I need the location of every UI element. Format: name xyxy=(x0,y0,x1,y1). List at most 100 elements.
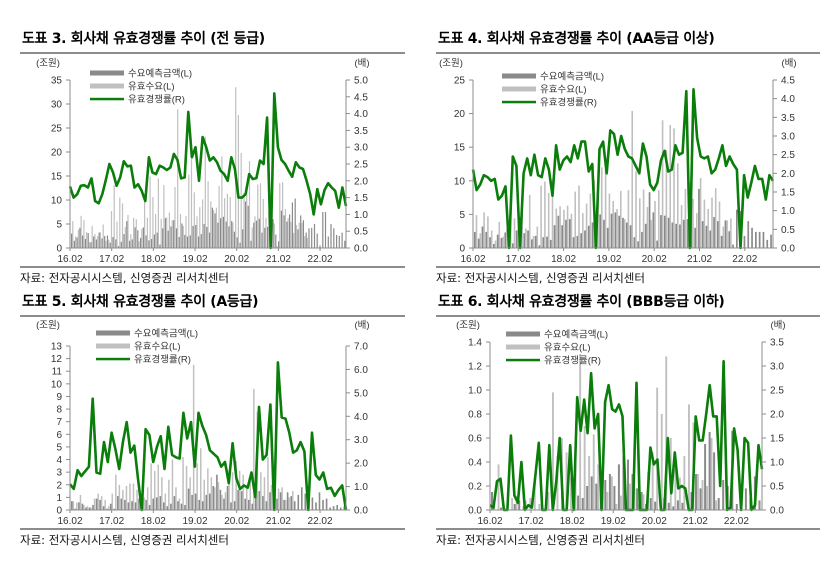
bar xyxy=(71,501,73,510)
legend-effective-label: 유효수요(L) xyxy=(544,343,591,354)
source-note: 자료: 전자공시시스템, 신영증권 리서치센터 xyxy=(20,271,229,285)
bar xyxy=(744,488,747,510)
bar xyxy=(293,233,295,248)
bar xyxy=(286,221,288,248)
right-tick-label: 3.0 xyxy=(354,435,368,446)
bar xyxy=(722,480,725,510)
bar xyxy=(518,500,521,510)
x-tick-label: 21.02 xyxy=(687,254,712,265)
bar xyxy=(86,232,88,248)
bar xyxy=(743,235,746,248)
bar xyxy=(180,503,183,510)
bar xyxy=(720,235,723,248)
bar xyxy=(766,239,769,248)
bar xyxy=(191,494,193,510)
left-tick-label: 10 xyxy=(454,176,466,187)
bar xyxy=(178,237,180,248)
bar xyxy=(164,493,167,510)
right-tick-label: 5.0 xyxy=(354,76,368,87)
right-tick-label: 4.0 xyxy=(354,109,368,120)
bar xyxy=(585,203,588,248)
bar xyxy=(631,110,633,249)
legend: 수요예측금액(L) 유효수요(L)유효경쟁률(R) xyxy=(502,71,604,109)
title-rule xyxy=(20,315,405,317)
bar xyxy=(247,499,250,510)
bar xyxy=(617,464,620,510)
bar xyxy=(95,239,97,248)
bar xyxy=(306,237,308,248)
bar xyxy=(92,505,94,510)
bar xyxy=(710,438,713,510)
bar xyxy=(301,487,303,510)
bar xyxy=(583,426,586,510)
left-unit-label: (조원) xyxy=(456,320,480,331)
legend: 수요예측금액(L) 유효수요(L)유효경쟁률(R) xyxy=(96,328,198,366)
bar xyxy=(681,502,684,510)
bar xyxy=(673,128,675,248)
bar xyxy=(675,223,677,248)
bar xyxy=(525,228,527,248)
bar xyxy=(112,237,114,248)
bar xyxy=(217,482,220,510)
bar xyxy=(324,212,327,248)
legend-ratio-swatch xyxy=(90,97,124,101)
bar xyxy=(214,487,216,510)
bar xyxy=(708,432,711,510)
bar xyxy=(341,232,343,248)
bar xyxy=(533,477,536,510)
bar xyxy=(275,234,277,248)
x-tick-label: 22.02 xyxy=(724,516,749,527)
bar xyxy=(175,487,177,510)
legend: 수요예측금액(L) 유효수요(L)유효경쟁률(R) xyxy=(90,68,192,106)
bar xyxy=(265,217,267,248)
bar xyxy=(590,476,593,510)
bar xyxy=(648,192,651,248)
bar xyxy=(333,228,335,248)
bar xyxy=(157,178,159,248)
bar xyxy=(156,232,158,248)
bar xyxy=(259,183,262,248)
bar xyxy=(171,220,173,248)
left-tick-label: 8 xyxy=(56,405,62,416)
bar xyxy=(301,223,303,248)
bar xyxy=(200,234,202,248)
bar xyxy=(267,226,269,248)
bar xyxy=(83,220,85,248)
bar xyxy=(253,222,255,248)
bar xyxy=(695,474,697,510)
bar xyxy=(546,236,548,248)
right-tick-label: 0.0 xyxy=(781,244,795,255)
bar xyxy=(770,234,772,248)
bar xyxy=(629,483,631,510)
bar xyxy=(295,225,297,248)
right-tick-label: 2.0 xyxy=(354,176,368,187)
bar xyxy=(255,497,257,510)
bar xyxy=(186,236,189,248)
legend-effective-swatch xyxy=(506,344,540,350)
bar xyxy=(656,387,659,510)
bar xyxy=(102,224,104,248)
bar xyxy=(225,221,227,248)
bar xyxy=(627,459,629,510)
bar xyxy=(76,237,78,248)
bar xyxy=(116,221,118,248)
bar xyxy=(592,434,595,510)
bar xyxy=(547,492,550,510)
bar xyxy=(579,354,582,510)
bar xyxy=(618,215,620,248)
bar xyxy=(163,185,165,248)
left-tick-label: 10 xyxy=(51,196,63,207)
bar xyxy=(162,228,164,248)
bar xyxy=(715,500,718,510)
bar xyxy=(106,508,108,510)
bar xyxy=(203,224,205,248)
bar xyxy=(168,212,170,248)
bar xyxy=(474,231,476,248)
bar xyxy=(209,232,211,248)
bar xyxy=(642,494,645,510)
bar xyxy=(133,217,135,248)
bar xyxy=(549,239,552,248)
bar xyxy=(204,136,206,248)
bar xyxy=(588,456,591,510)
bar xyxy=(124,226,126,248)
